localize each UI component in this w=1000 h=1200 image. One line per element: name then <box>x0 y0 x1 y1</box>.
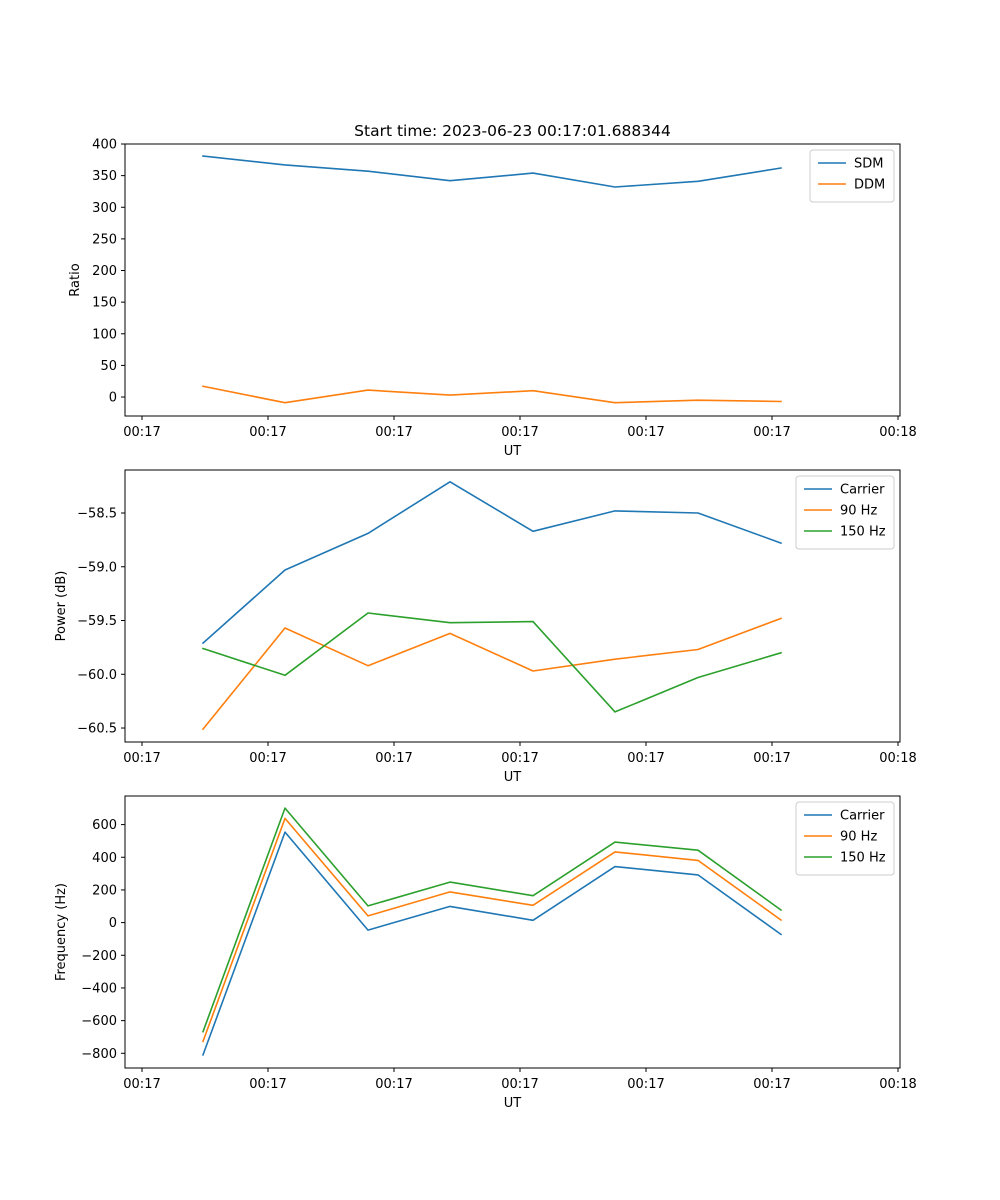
x-tick-label: 00:18 <box>879 1077 916 1092</box>
x-axis-label: UT <box>504 770 522 785</box>
y-tick-label: −200 <box>81 949 117 964</box>
x-tick-label: 00:17 <box>249 1077 286 1092</box>
x-tick-label: 00:17 <box>249 751 286 766</box>
series-line-150-hz <box>201 807 783 1033</box>
y-tick-label: 200 <box>92 264 117 279</box>
y-axis-label: Frequency (Hz) <box>54 883 69 981</box>
y-tick-label: 600 <box>92 818 117 833</box>
x-tick-label: 00:17 <box>123 751 160 766</box>
series-line-sdm <box>202 155 782 188</box>
legend-entry: 90 Hz <box>840 504 877 519</box>
x-tick-label: 00:17 <box>753 1077 790 1092</box>
axes-frame <box>124 469 901 743</box>
x-tick-label: 00:17 <box>375 1077 412 1092</box>
y-tick-label: −60.5 <box>77 722 117 737</box>
legend-entry: Carrier <box>840 809 885 824</box>
legend-entry: 150 Hz <box>840 851 886 866</box>
y-tick-label: 200 <box>92 883 117 898</box>
chart-panel-3: 00:17 00:17 00:17 00:17 00:17 00:17 00:18 600 40… <box>54 795 917 1111</box>
y-tick-label: 50 <box>100 359 117 374</box>
y-tick-label: 250 <box>92 232 117 247</box>
y-tick-label: 0 <box>109 916 117 931</box>
x-tick-label: 00:17 <box>375 425 412 440</box>
plot-area <box>201 807 783 1056</box>
y-tick-label: −60.0 <box>77 668 117 683</box>
plot-area <box>202 155 782 404</box>
y-axis-label: Ratio <box>68 263 83 296</box>
legend: Carrier 90 Hz 150 Hz <box>795 801 895 876</box>
series-line-90-hz <box>201 617 783 731</box>
y-tick-label: −59.0 <box>77 560 117 575</box>
x-tick-label: 00:18 <box>879 751 916 766</box>
series-line-carrier <box>201 831 783 1056</box>
x-tick-label: 00:17 <box>249 425 286 440</box>
legend-entry: 150 Hz <box>840 525 886 540</box>
legend: SDM DDM <box>809 149 895 203</box>
y-tick-label: 300 <box>92 201 117 216</box>
x-axis-label: UT <box>504 444 522 459</box>
y-tick-label: 100 <box>92 327 117 342</box>
legend-entry: 90 Hz <box>840 830 877 845</box>
y-tick-label: 150 <box>92 296 117 311</box>
plot-area <box>201 480 783 731</box>
y-tick-label: −600 <box>81 1014 117 1029</box>
series-line-carrier <box>201 480 783 645</box>
x-tick-label: 00:18 <box>879 425 916 440</box>
x-tick-label: 00:17 <box>375 751 412 766</box>
series-line-150-hz <box>201 612 782 713</box>
y-tick-label: −58.5 <box>77 507 117 522</box>
x-tick-label: 00:17 <box>501 1077 538 1092</box>
x-tick-label: 00:17 <box>501 751 538 766</box>
y-axis-label: Power (dB) <box>54 571 69 642</box>
axes-frame <box>124 795 901 1069</box>
y-tick-label: 400 <box>92 138 117 153</box>
x-tick-label: 00:17 <box>627 425 664 440</box>
y-tick-label: 350 <box>92 169 117 184</box>
legend-entry: DDM <box>854 178 885 193</box>
chart-panel-1: Start time: 2023-06-23 00:17:01.68834400… <box>68 122 917 459</box>
x-tick-label: 00:17 <box>501 425 538 440</box>
x-tick-label: 00:17 <box>627 751 664 766</box>
series-line-90-hz <box>201 817 783 1043</box>
x-tick-label: 00:17 <box>753 425 790 440</box>
chart-panel-2: 00:17 00:17 00:17 00:17 00:17 00:17 00:18 −58.5… <box>54 469 917 785</box>
legend-entry: SDM <box>854 157 883 172</box>
x-axis-label: UT <box>504 1096 522 1111</box>
chart-title: Start time: 2023-06-23 00:17:01.688344 <box>354 122 671 140</box>
legend-entry: Carrier <box>840 483 885 498</box>
y-tick-label: 400 <box>92 851 117 866</box>
legend: Carrier 90 Hz 150 Hz <box>795 475 895 550</box>
x-tick-label: 00:17 <box>753 751 790 766</box>
y-tick-label: −800 <box>81 1047 117 1062</box>
series-line-ddm <box>202 385 782 404</box>
y-tick-label: −400 <box>81 981 117 996</box>
y-tick-label: −59.5 <box>77 614 117 629</box>
x-tick-label: 00:17 <box>123 1077 160 1092</box>
x-tick-label: 00:17 <box>123 425 160 440</box>
axes-frame <box>124 143 901 417</box>
y-tick-label: 0 <box>109 391 117 406</box>
x-tick-label: 00:17 <box>627 1077 664 1092</box>
